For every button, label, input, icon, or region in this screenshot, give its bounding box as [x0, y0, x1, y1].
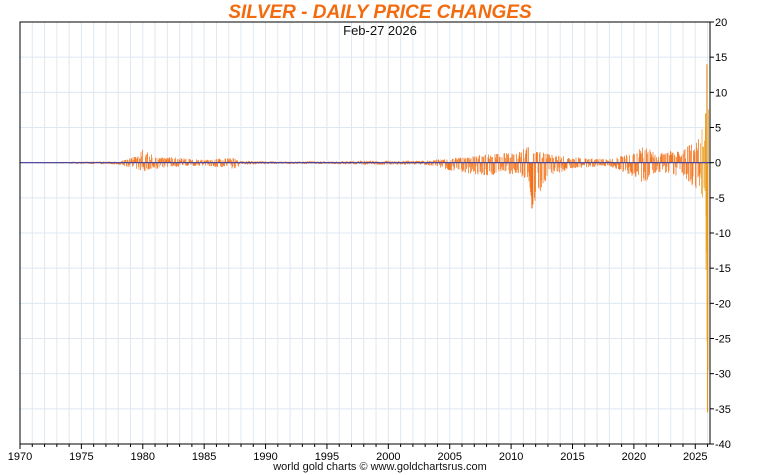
x-tick-label: 1985: [192, 451, 216, 463]
y-tick-label: 0: [715, 158, 721, 170]
y-tick-label: -40: [715, 439, 731, 451]
y-tick-label: 15: [715, 52, 727, 64]
x-tick-label: 1970: [8, 451, 32, 463]
y-tick-label: -15: [715, 263, 731, 275]
x-tick-label: 1990: [253, 451, 277, 463]
y-tick-label: -30: [715, 369, 731, 381]
chart-subtitle: Feb-27 2026: [343, 23, 417, 38]
x-tick-label: 2010: [499, 451, 523, 463]
x-tick-label: 1995: [315, 451, 339, 463]
y-tick-label: 10: [715, 87, 727, 99]
y-tick-label: 20: [715, 17, 727, 29]
x-tick-label: 2025: [683, 451, 707, 463]
chart-source: world gold charts © www.goldchartsrus.co…: [273, 461, 487, 473]
x-tick-label: 2020: [622, 451, 646, 463]
y-tick-label: -25: [715, 334, 731, 346]
y-tick-label: -10: [715, 228, 731, 240]
y-tick-label: -20: [715, 298, 731, 310]
x-tick-label: 1980: [131, 451, 155, 463]
y-tick-label: 5: [715, 123, 721, 135]
chart-grid: [20, 21, 710, 445]
y-tick-label: -5: [715, 193, 725, 205]
x-tick-label: 2000: [376, 451, 400, 463]
chart-title: SILVER - DAILY PRICE CHANGES: [228, 2, 532, 23]
x-tick-label: 2005: [437, 451, 461, 463]
x-tick-label: 1975: [69, 451, 93, 463]
x-tick-label: 2015: [560, 451, 584, 463]
y-tick-label: -35: [715, 404, 731, 416]
